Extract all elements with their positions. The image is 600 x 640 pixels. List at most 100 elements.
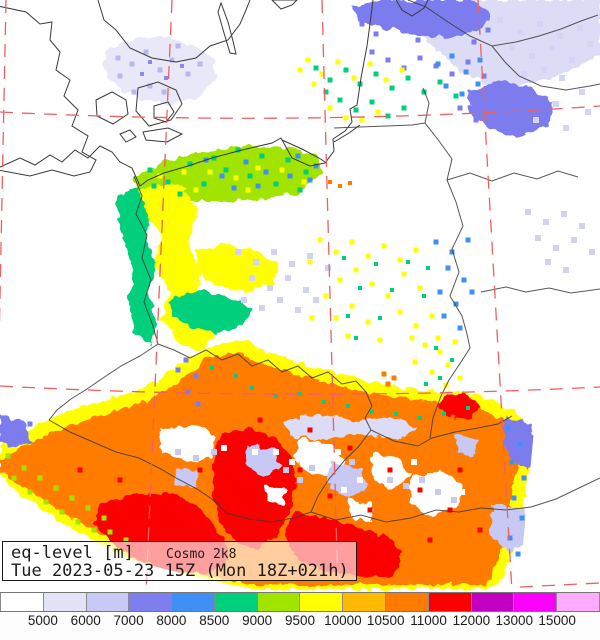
speckle bbox=[327, 77, 333, 83]
coastline bbox=[281, 139, 326, 163]
speckle bbox=[577, 25, 583, 31]
speckle bbox=[259, 305, 265, 311]
border-line bbox=[48, 343, 159, 421]
speckle bbox=[181, 169, 187, 175]
speckle bbox=[185, 389, 191, 395]
speckle bbox=[443, 33, 449, 39]
colorbar-tick-label: 11000 bbox=[410, 613, 447, 628]
speckle bbox=[561, 211, 567, 217]
speckle bbox=[417, 55, 423, 61]
speckle bbox=[129, 61, 135, 67]
speckle bbox=[59, 509, 65, 515]
speckle bbox=[365, 319, 371, 325]
speckle bbox=[303, 169, 309, 175]
speckle bbox=[365, 253, 371, 259]
speckle bbox=[517, 29, 523, 35]
speckle bbox=[461, 277, 467, 283]
speckle bbox=[197, 61, 203, 67]
speckle bbox=[167, 185, 173, 191]
speckle bbox=[175, 449, 181, 455]
speckle bbox=[193, 455, 199, 461]
speckle bbox=[445, 362, 451, 368]
colorbar-tick-label: 9500 bbox=[284, 613, 316, 628]
speckle bbox=[413, 323, 419, 329]
speckle bbox=[377, 337, 383, 343]
speckle bbox=[367, 507, 373, 513]
colorbar-cell bbox=[514, 593, 558, 611]
speckle bbox=[401, 271, 407, 277]
speckle bbox=[327, 493, 333, 499]
speckle bbox=[457, 467, 463, 473]
speckle bbox=[359, 21, 365, 27]
speckle bbox=[157, 67, 163, 73]
domain-edge-east bbox=[518, 393, 600, 592]
speckle bbox=[449, 249, 455, 255]
speckle bbox=[579, 223, 585, 229]
speckle bbox=[463, 69, 469, 75]
speckle bbox=[381, 371, 387, 377]
border-line bbox=[370, 415, 513, 447]
speckle bbox=[235, 249, 241, 255]
colorbar-tick-label: 8500 bbox=[199, 613, 230, 628]
speckle bbox=[390, 288, 394, 292]
speckle bbox=[273, 181, 279, 187]
speckle bbox=[250, 386, 254, 390]
speckle bbox=[353, 107, 359, 113]
model-name: Cosmo 2k8 bbox=[166, 547, 237, 562]
speckle bbox=[401, 27, 407, 33]
speckle bbox=[452, 339, 458, 345]
border-line bbox=[157, 343, 373, 431]
colorbar-cell bbox=[300, 593, 344, 611]
speckle bbox=[442, 412, 446, 416]
speckle bbox=[505, 113, 511, 119]
speckle bbox=[249, 275, 255, 281]
speckle bbox=[85, 505, 91, 511]
speckle bbox=[389, 85, 395, 91]
speckle bbox=[219, 173, 225, 179]
product-title: eq-level [m] bbox=[11, 543, 134, 563]
coastline bbox=[0, 5, 97, 177]
speckle bbox=[115, 55, 121, 61]
speckle bbox=[411, 459, 417, 465]
speckle bbox=[221, 445, 227, 451]
speckle bbox=[241, 297, 247, 303]
speckle bbox=[422, 342, 428, 348]
speckle bbox=[459, 91, 465, 97]
speckle bbox=[252, 449, 258, 455]
speckle bbox=[157, 173, 163, 179]
speckle bbox=[399, 67, 405, 73]
field-speckles bbox=[3, 17, 595, 557]
speckle bbox=[437, 79, 443, 85]
speckle bbox=[466, 406, 470, 410]
speckle bbox=[394, 412, 398, 416]
speckle bbox=[443, 83, 449, 89]
speckle bbox=[507, 535, 513, 541]
speckle bbox=[477, 57, 483, 63]
speckle bbox=[429, 313, 435, 319]
speckle bbox=[5, 453, 11, 459]
speckle bbox=[374, 262, 378, 266]
speckle bbox=[435, 489, 441, 495]
speckle bbox=[319, 455, 325, 461]
speckle bbox=[161, 89, 167, 95]
speckle bbox=[313, 65, 319, 71]
speckle bbox=[449, 71, 455, 77]
latlon-gridlines bbox=[0, 0, 600, 592]
speckle bbox=[521, 475, 527, 481]
speckle bbox=[587, 41, 593, 47]
speckle bbox=[545, 259, 551, 265]
speckle bbox=[537, 21, 543, 27]
speckle bbox=[313, 297, 319, 303]
speckle bbox=[385, 57, 391, 63]
field-patch-border-band-yellow bbox=[140, 182, 214, 352]
speckle bbox=[313, 163, 319, 169]
field-patch-cloud-hole-8 bbox=[174, 467, 199, 488]
speckle bbox=[7, 441, 13, 447]
grid-line bbox=[519, 582, 600, 588]
speckle bbox=[385, 113, 391, 119]
speckle bbox=[351, 75, 357, 81]
colorbar-cell bbox=[172, 593, 215, 611]
field-patch-ne-purple bbox=[352, 0, 492, 38]
speckle bbox=[322, 400, 326, 404]
grid-line bbox=[477, 0, 513, 592]
